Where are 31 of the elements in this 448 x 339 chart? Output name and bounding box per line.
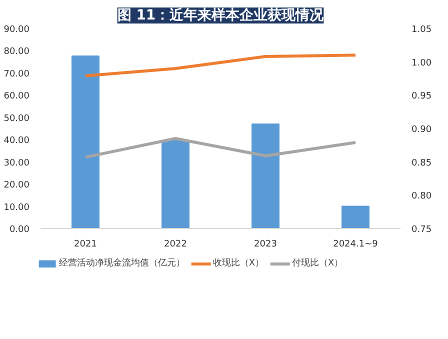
line-series — [84, 54, 357, 78]
line-series — [84, 137, 357, 159]
y-tick-label: 50.00 — [4, 114, 30, 124]
y-tick-label: 20.00 — [4, 180, 30, 191]
bar — [72, 56, 100, 228]
legend-label: 付现比（X） — [292, 257, 344, 270]
y-tick-label: 80.00 — [4, 47, 30, 58]
y2-tick-label: 0.95 — [412, 92, 432, 102]
y2-tick-label: 0.90 — [412, 125, 432, 135]
y2-tick-label: 1.05 — [412, 25, 432, 35]
bar — [342, 206, 370, 228]
y-tick-label: 10.00 — [4, 202, 30, 213]
x-tick-label: 2024.1~9 — [333, 240, 378, 250]
x-tick-label: 2023 — [254, 240, 277, 250]
legend-label: 经营活动净现金流均值（亿元） — [58, 257, 185, 270]
y2-tick-label: 0.75 — [412, 225, 432, 235]
y-tick-label: 70.00 — [4, 69, 30, 80]
y2-tick-label: 1.00 — [412, 58, 432, 68]
bar — [252, 124, 280, 228]
y2-tick-label: 0.85 — [412, 158, 432, 168]
y2-tick-label: 0.80 — [412, 192, 432, 202]
x-tick-label: 2022 — [164, 240, 187, 250]
y-tick-label: 90.00 — [4, 25, 30, 35]
x-tick-label: 2021 — [74, 240, 97, 250]
y-tick-label: 0.00 — [9, 225, 30, 235]
y-tick-label: 30.00 — [4, 158, 30, 168]
y-tick-label: 60.00 — [4, 92, 30, 102]
y-tick-label: 40.00 — [4, 136, 30, 146]
legend-label: 收现比（X） — [212, 257, 264, 270]
chart-title: 图 11：近年来样本企业获现情况 — [117, 6, 325, 24]
bar — [162, 140, 190, 228]
